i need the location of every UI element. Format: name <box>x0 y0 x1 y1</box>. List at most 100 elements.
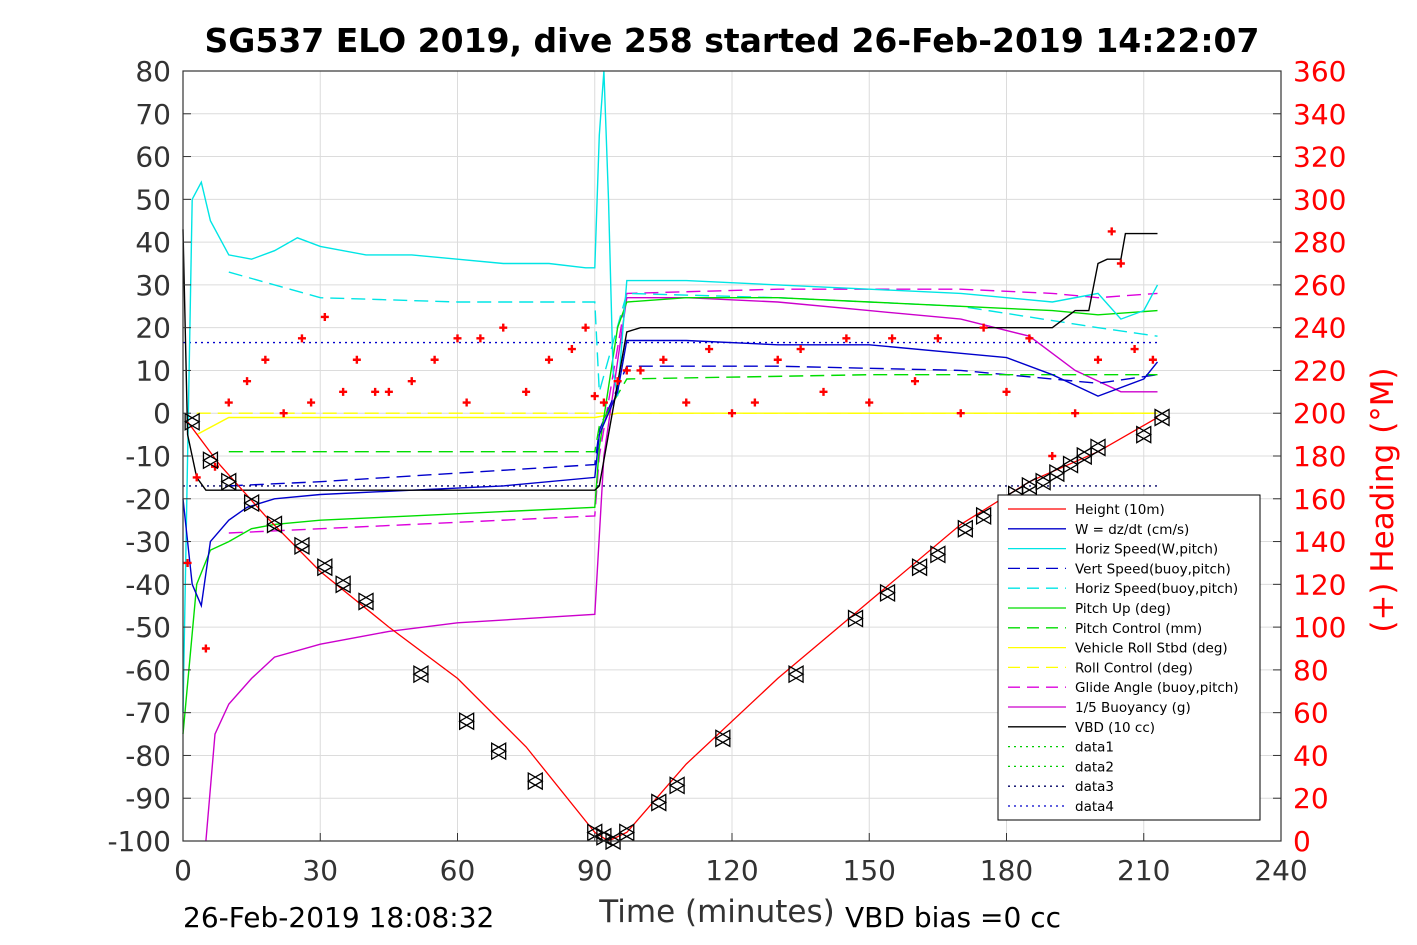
heading-point <box>430 355 439 364</box>
series-line-horiz <box>182 70 1159 713</box>
depth-marker <box>957 519 974 538</box>
heading-point <box>384 387 393 396</box>
y-tick-label: 60 <box>135 141 171 174</box>
heading-point <box>201 644 210 653</box>
heading-point <box>581 323 590 332</box>
heading-point <box>224 398 233 407</box>
y-tick-label: -90 <box>125 782 171 815</box>
legend-label-vbd: VBD (10 cc) <box>1075 720 1155 736</box>
depth-marker <box>650 793 668 812</box>
y2-tick-label: 220 <box>1293 354 1346 387</box>
legend-label-data2: data2 <box>1075 759 1114 775</box>
y2-tick-label: 280 <box>1293 226 1346 259</box>
y-axis-ticks: 80 70 60 50 40 30 20 10 0 -10 -20 -30 -40 -50 -60 -70 -8… <box>107 55 191 858</box>
series-line-w <box>182 339 1159 609</box>
legend-label-horiz: Horiz Speed(W,pitch) <box>1075 542 1218 558</box>
x-tick-label: 60 <box>440 854 476 887</box>
series-line-horizb <box>228 271 1158 392</box>
depth-marker <box>1089 438 1107 457</box>
heading-point <box>590 392 599 401</box>
series-line-roll <box>196 412 1158 436</box>
series-line-pitchc <box>228 374 1158 453</box>
heading-point <box>1107 227 1116 236</box>
legend-label-pitchc: Pitch Control (mm) <box>1075 621 1202 637</box>
y-tick-label: 50 <box>135 183 171 216</box>
depth-marker <box>668 776 686 795</box>
y-tick-label: 80 <box>135 55 171 88</box>
heading-point <box>1130 345 1139 354</box>
heading-point <box>1002 387 1011 396</box>
y-tick-label: 70 <box>135 98 171 131</box>
legend-label-data4: data4 <box>1075 799 1114 815</box>
legend-label-glide: Glide Angle (buoy,pitch) <box>1075 680 1239 696</box>
y2-tick-label: 80 <box>1293 654 1329 687</box>
y-tick-label: -50 <box>125 611 171 644</box>
x-tick-label: 240 <box>1254 854 1307 887</box>
depth-marker <box>458 712 475 731</box>
heading-point <box>911 377 919 386</box>
depth-marker <box>293 536 311 555</box>
depth-marker <box>334 575 352 594</box>
heading-point <box>865 398 874 407</box>
y-tick-label: 40 <box>135 226 171 259</box>
depth-marker <box>243 493 260 513</box>
heading-point <box>261 355 270 364</box>
x-tick-label: 120 <box>705 854 758 887</box>
heading-point <box>956 409 965 418</box>
legend-label-rollc: Roll Control (deg) <box>1075 660 1193 676</box>
y-tick-label: 20 <box>135 312 171 345</box>
legend-label-vertb: Vert Speed(buoy,pitch) <box>1075 561 1231 577</box>
y-tick-label: -100 <box>107 825 171 858</box>
heading-point <box>522 387 531 396</box>
heading-point <box>297 334 306 343</box>
depth-marker <box>490 742 507 761</box>
depth-marker <box>787 665 805 684</box>
x-tick-label: 150 <box>843 854 896 887</box>
y2-tick-label: 160 <box>1293 483 1346 516</box>
footer-vbd-bias: VBD bias =0 cc <box>845 901 1061 934</box>
x-tick-label: 30 <box>302 854 338 887</box>
depth-marker <box>911 558 928 577</box>
heading-point <box>407 377 416 386</box>
y2-tick-label: 340 <box>1293 98 1346 131</box>
depth-marker <box>202 451 219 470</box>
heading-point <box>279 409 288 418</box>
heading-point <box>462 398 471 407</box>
y-tick-label: -30 <box>125 526 171 559</box>
heading-point <box>1148 355 1157 364</box>
y-tick-label: -10 <box>125 440 171 473</box>
legend-label-pitch: Pitch Up (deg) <box>1075 601 1171 617</box>
y-tick-label: -60 <box>125 654 171 687</box>
depth-marker <box>879 583 896 603</box>
x-tick-label: 90 <box>577 854 613 887</box>
y2-tick-label: 100 <box>1293 611 1346 644</box>
legend-label-data1: data1 <box>1075 740 1114 756</box>
heading-point <box>728 409 736 418</box>
y2-tick-label: 240 <box>1293 312 1346 345</box>
series-line-pitch <box>182 297 1158 735</box>
legend-label-roll: Vehicle Roll Stbd (deg) <box>1075 641 1228 657</box>
heading-point <box>307 398 316 407</box>
heading-point <box>979 323 988 332</box>
heading-point <box>1025 334 1034 343</box>
depth-marker <box>618 823 636 842</box>
legend-label-height: Height (10m) <box>1075 502 1165 518</box>
legend-label-data3: data3 <box>1075 779 1114 795</box>
y2-axis-ticks: 3603403203002802602402202001801601401201… <box>1273 55 1346 858</box>
legend-label-horizb: Horiz Speed(buoy,pitch) <box>1075 581 1238 597</box>
y2-tick-label: 40 <box>1293 739 1329 772</box>
legend-label-buoy: 1/5 Buoyancy (g) <box>1075 700 1191 716</box>
y-tick-label: -40 <box>125 568 171 601</box>
y2-tick-label: 320 <box>1293 141 1346 174</box>
y-tick-label: -20 <box>125 483 171 516</box>
heading-point <box>192 473 201 482</box>
heading-point <box>183 558 192 567</box>
heading-point <box>888 334 897 343</box>
series-line-vertb <box>228 365 1158 487</box>
heading-point <box>705 345 714 354</box>
depth-marker <box>847 609 864 628</box>
y2-tick-label: 140 <box>1293 526 1346 559</box>
depth-marker <box>412 665 430 684</box>
heading-point <box>1094 355 1102 364</box>
heading-point <box>453 334 462 343</box>
